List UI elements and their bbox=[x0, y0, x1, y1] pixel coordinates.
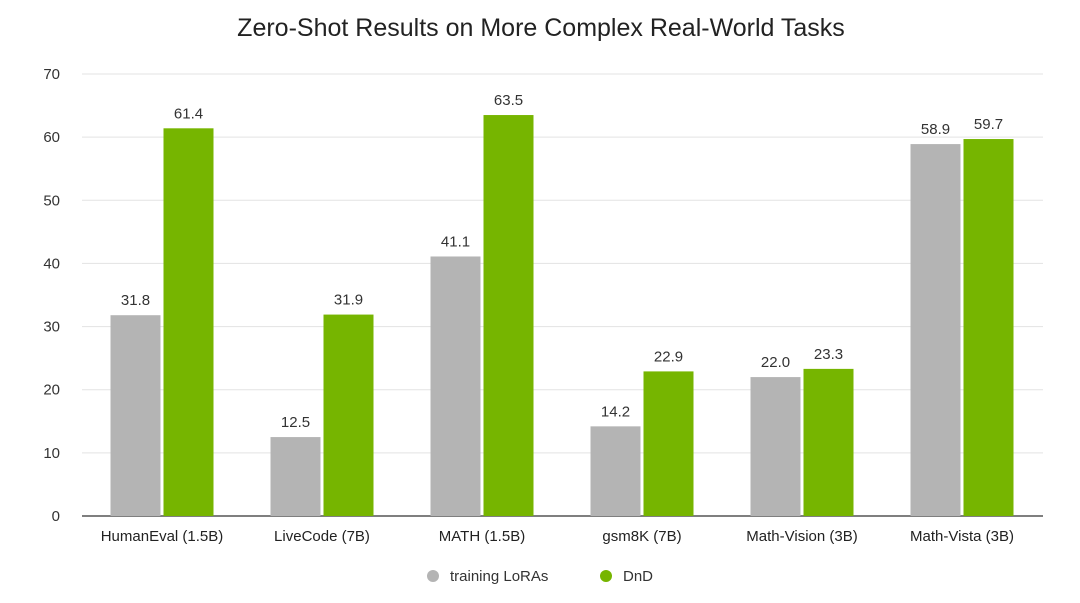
x-category-label: HumanEval (1.5B) bbox=[101, 528, 224, 545]
x-category-label: LiveCode (7B) bbox=[274, 528, 370, 545]
bar-dnd bbox=[483, 115, 534, 517]
bar-value-label: 22.9 bbox=[654, 348, 683, 365]
x-category-label: MATH (1.5B) bbox=[439, 528, 525, 545]
bar-training-loras bbox=[750, 377, 801, 516]
bar-training-loras bbox=[430, 256, 481, 516]
y-tick-label: 70 bbox=[43, 66, 60, 83]
chart-title: Zero-Shot Results on More Complex Real-W… bbox=[237, 14, 845, 42]
legend-marker-training-loras bbox=[427, 570, 439, 582]
bar-value-label: 58.9 bbox=[921, 121, 950, 138]
bar-dnd bbox=[163, 128, 214, 516]
bars bbox=[110, 115, 1014, 517]
y-tick-label: 20 bbox=[43, 382, 60, 399]
bar-dnd bbox=[963, 139, 1014, 516]
bar-value-label: 31.9 bbox=[334, 292, 363, 309]
bar-value-label: 59.7 bbox=[974, 116, 1003, 133]
bar-dnd bbox=[803, 368, 854, 516]
y-tick-label: 50 bbox=[43, 192, 60, 209]
bar-value-label: 22.0 bbox=[761, 354, 790, 371]
bar-dnd bbox=[643, 371, 694, 516]
bar-value-label: 41.1 bbox=[441, 233, 470, 250]
bar-value-labels: 31.8 61.4 12.5 31.9 41.1 63.5 14.2 22.9 22.0 23.3… bbox=[121, 92, 1003, 431]
y-axis-ticks: 0 10 20 30 40 50 60 70 bbox=[43, 66, 60, 525]
bar-value-label: 23.3 bbox=[814, 346, 843, 363]
y-tick-label: 10 bbox=[43, 445, 60, 462]
x-category-label: Math-Vista (3B) bbox=[910, 528, 1014, 545]
y-tick-label: 40 bbox=[43, 255, 60, 272]
bar-value-label: 61.4 bbox=[174, 105, 203, 122]
bar-value-label: 14.2 bbox=[601, 403, 630, 420]
x-category-label: gsm8K (7B) bbox=[602, 528, 681, 545]
bar-training-loras bbox=[270, 437, 321, 516]
bar-training-loras bbox=[110, 315, 161, 516]
legend-marker-dnd bbox=[600, 570, 612, 582]
legend: training LoRAs DnD bbox=[427, 568, 653, 585]
bar-training-loras bbox=[590, 426, 641, 516]
y-tick-label: 60 bbox=[43, 129, 60, 146]
bar-value-label: 63.5 bbox=[494, 92, 523, 109]
bar-value-label: 12.5 bbox=[281, 414, 310, 431]
gridlines bbox=[82, 73, 1043, 517]
y-tick-label: 0 bbox=[52, 508, 60, 525]
y-tick-label: 30 bbox=[43, 319, 60, 336]
legend-label-dnd: DnD bbox=[623, 568, 653, 585]
x-category-label: Math-Vision (3B) bbox=[746, 528, 857, 545]
bar-dnd bbox=[323, 314, 374, 516]
legend-label-training-loras: training LoRAs bbox=[450, 568, 548, 585]
bar-training-loras bbox=[910, 144, 961, 517]
x-axis-categories: HumanEval (1.5B) LiveCode (7B) MATH (1.5B)… bbox=[101, 528, 1014, 545]
bar-value-label: 31.8 bbox=[121, 292, 150, 309]
